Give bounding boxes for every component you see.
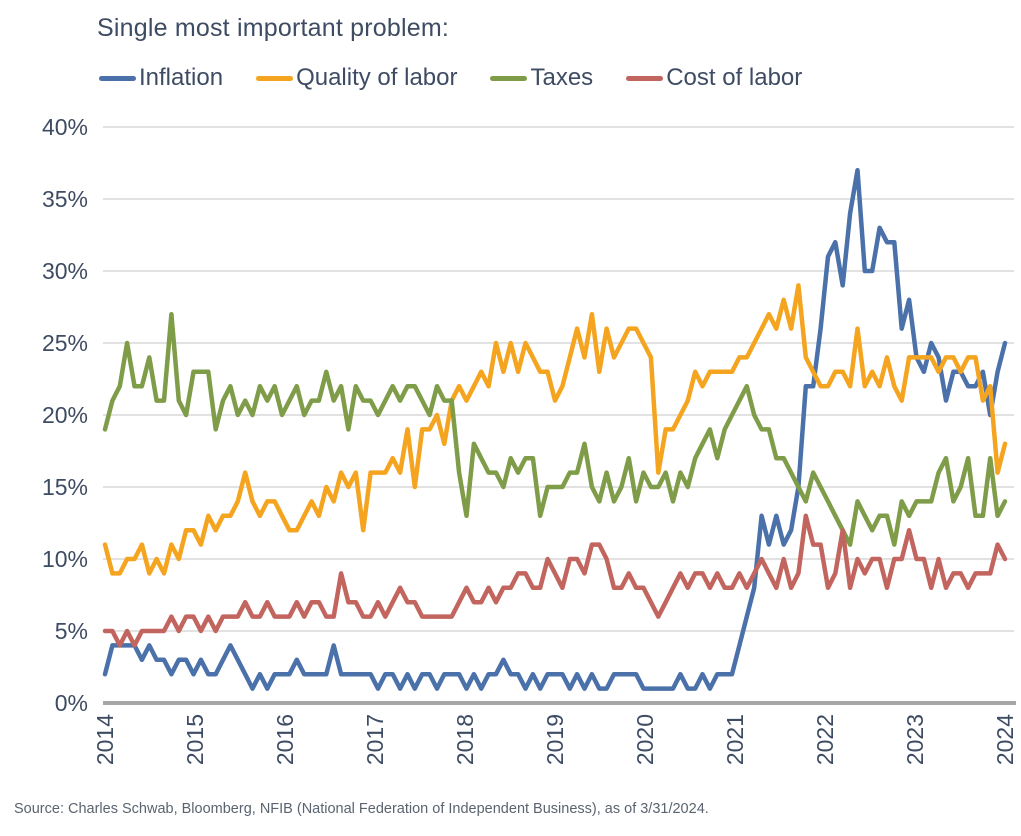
legend-item-inflation: Inflation bbox=[99, 64, 223, 92]
y-tick-label: 30% bbox=[42, 258, 88, 284]
legend-item-taxes: Taxes bbox=[490, 64, 593, 92]
x-tick-label: 2017 bbox=[362, 714, 388, 765]
y-tick-label: 35% bbox=[42, 186, 88, 212]
x-tick-label: 2021 bbox=[722, 714, 748, 765]
legend-swatch-icon bbox=[490, 75, 528, 81]
y-tick-label: 20% bbox=[42, 402, 88, 428]
y-tick-label: 5% bbox=[55, 618, 88, 644]
series-line-cost-of-labor bbox=[102, 513, 1008, 648]
legend-swatch-icon bbox=[626, 75, 664, 81]
chart-title: Single most important problem: bbox=[97, 14, 449, 42]
y-tick-label: 0% bbox=[55, 690, 88, 716]
x-tick-label: 2024 bbox=[992, 714, 1018, 765]
line-chart: 0% 5% 10% 15% 20% 25% 30% 35% 40% 2014 2015 2016 201… bbox=[42, 114, 1018, 765]
y-tick-label: 10% bbox=[42, 546, 88, 572]
y-tick-label: 15% bbox=[42, 474, 88, 500]
x-tick-label: 2014 bbox=[92, 714, 118, 765]
legend-swatch-icon bbox=[256, 75, 294, 81]
series-line-quality-of-labor bbox=[102, 283, 1008, 576]
x-tick-label: 2015 bbox=[182, 714, 208, 765]
legend-swatch-icon bbox=[99, 75, 136, 81]
legend: Inflation Quality of labor Taxes Cost of la… bbox=[99, 64, 835, 92]
y-tick-label: 40% bbox=[42, 114, 88, 140]
legend-label: Taxes bbox=[530, 64, 594, 91]
x-tick-label: 2020 bbox=[632, 714, 658, 765]
legend-label: Inflation bbox=[139, 64, 224, 91]
x-tick-label: 2016 bbox=[272, 714, 298, 765]
y-tick-label: 25% bbox=[42, 330, 88, 356]
series-line-inflation bbox=[102, 167, 1008, 691]
source-note: Source: Charles Schwab, Bloomberg, NFIB … bbox=[14, 801, 709, 817]
x-tick-label: 2022 bbox=[812, 714, 838, 765]
series-line-taxes bbox=[102, 311, 1008, 547]
legend-label: Quality of labor bbox=[296, 64, 458, 91]
x-tick-label: 2018 bbox=[452, 714, 478, 765]
legend-label: Cost of labor bbox=[666, 64, 803, 91]
legend-item-quality-of-labor: Quality of labor bbox=[256, 64, 457, 92]
legend-item-cost-of-labor: Cost of labor bbox=[626, 64, 802, 92]
x-tick-label: 2023 bbox=[902, 714, 928, 765]
x-tick-label: 2019 bbox=[542, 714, 568, 765]
